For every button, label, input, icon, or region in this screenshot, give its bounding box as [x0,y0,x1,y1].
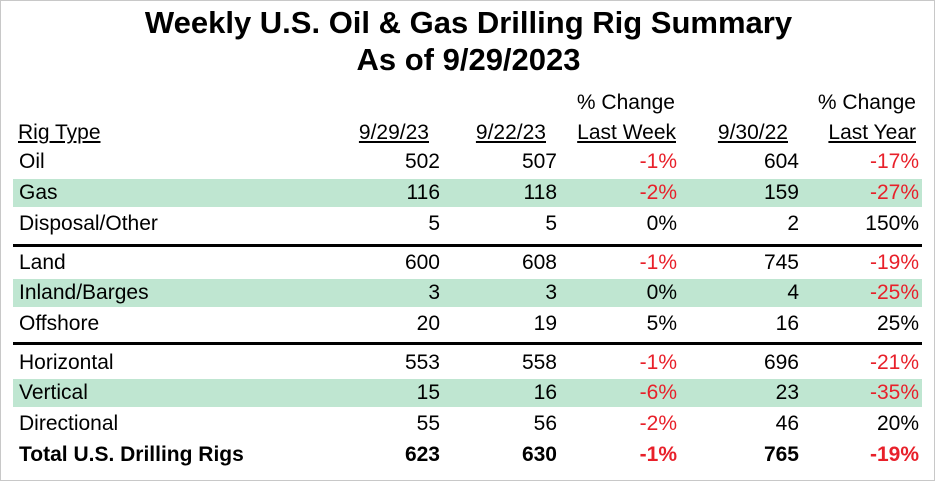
header-col4-date: 9/30/22 [717,121,788,144]
group-divider [13,342,922,345]
pct-change-last-year: 150% [865,212,919,235]
count-current-week: 55 [416,412,440,435]
rig-type-label: Disposal/Other [19,212,158,235]
rig-type-label: Total U.S. Drilling Rigs [19,443,244,466]
pct-change-last-week: -6% [639,381,677,404]
header-col1-date: 9/29/23 [358,121,429,144]
table-row: Gas 116 118 -2% 159 -27% [13,179,922,207]
count-prior-week: 16 [533,381,557,404]
count-current-week: 553 [404,351,440,374]
header-rig-type: Rig Type [18,121,101,144]
rig-type-label: Land [19,251,66,274]
rig-type-label: Directional [19,412,119,435]
table-row: Vertical 15 16 -6% 23 -35% [13,379,922,407]
count-current-week: 116 [406,181,440,204]
table-row: Offshore 20 19 5% 16 25% [13,310,922,338]
table-row: Oil 502 507 -1% 604 -17% [13,148,922,176]
count-prior-week: 5 [545,212,557,235]
table-row: Directional 55 56 -2% 46 20% [13,410,922,438]
pct-change-last-year: -19% [869,251,919,274]
rig-type-label: Vertical [19,381,88,404]
count-prior-year: 696 [763,351,799,374]
header-col5-top: % Change [817,91,916,114]
count-current-week: 15 [416,381,440,404]
count-prior-year: 745 [763,251,799,274]
pct-change-last-week: 5% [646,312,677,335]
count-prior-week: 56 [533,412,557,435]
pct-change-last-week: -2% [639,412,677,435]
count-prior-week: 19 [533,312,557,335]
page-title: Weekly U.S. Oil & Gas Drilling Rig Summa… [144,5,793,40]
pct-change-last-week: -1% [639,251,677,274]
count-prior-week: 630 [521,443,557,466]
pct-change-last-week: -1% [639,150,677,173]
header-col3-top: % Change [576,91,675,114]
table-row: Disposal/Other 5 5 0% 2 150% [13,210,922,238]
count-prior-year: 765 [763,443,799,466]
count-prior-year: 604 [763,150,799,173]
count-current-week: 3 [428,281,440,304]
count-prior-week: 608 [521,251,557,274]
count-prior-week: 118 [523,181,557,204]
rig-type-label: Gas [19,181,58,204]
pct-change-last-week: -2% [639,181,677,204]
pct-change-last-year: 20% [876,412,919,435]
count-current-week: 502 [404,150,440,173]
pct-change-last-year: -35% [869,381,919,404]
count-prior-year: 4 [787,281,799,304]
pct-change-last-week: 0% [646,212,677,235]
count-current-week: 623 [404,443,440,466]
pct-change-last-week: -1% [639,351,677,374]
count-prior-year: 23 [775,381,799,404]
header-col2-date: 9/22/23 [475,121,546,144]
pct-change-last-year: -19% [869,443,919,466]
count-prior-week: 3 [545,281,557,304]
count-prior-year: 2 [787,212,799,235]
pct-change-last-week: 0% [646,281,677,304]
table-row: Land 600 608 -1% 745 -19% [13,249,922,277]
count-prior-week: 558 [521,351,557,374]
count-current-week: 600 [404,251,440,274]
pct-change-last-week: -1% [639,443,677,466]
table-row: Horizontal 553 558 -1% 696 -21% [13,349,922,377]
rig-type-label: Horizontal [19,351,114,374]
count-current-week: 20 [416,312,440,335]
rig-type-label: Offshore [19,312,100,335]
count-prior-year: 16 [775,312,799,335]
header-col5-bottom: Last Year [828,121,916,144]
table-row: Inland/Barges 3 3 0% 4 -25% [13,279,922,307]
rig-type-label: Oil [19,150,45,173]
pct-change-last-year: 25% [876,312,919,335]
pct-change-last-year: -25% [869,281,919,304]
pct-change-last-year: -17% [869,150,919,173]
page-subtitle: As of 9/29/2023 [356,42,581,77]
count-prior-year: 46 [775,412,799,435]
count-current-week: 5 [428,212,440,235]
header-col3-bottom: Last Week [577,121,676,144]
pct-change-last-year: -27% [869,181,919,204]
rig-type-label: Inland/Barges [19,281,149,304]
count-prior-year: 159 [763,181,799,204]
count-prior-week: 507 [521,150,557,173]
table-row: Total U.S. Drilling Rigs 623 630 -1% 765 -19% [13,441,922,469]
pct-change-last-year: -21% [869,351,919,374]
group-divider [13,244,922,247]
